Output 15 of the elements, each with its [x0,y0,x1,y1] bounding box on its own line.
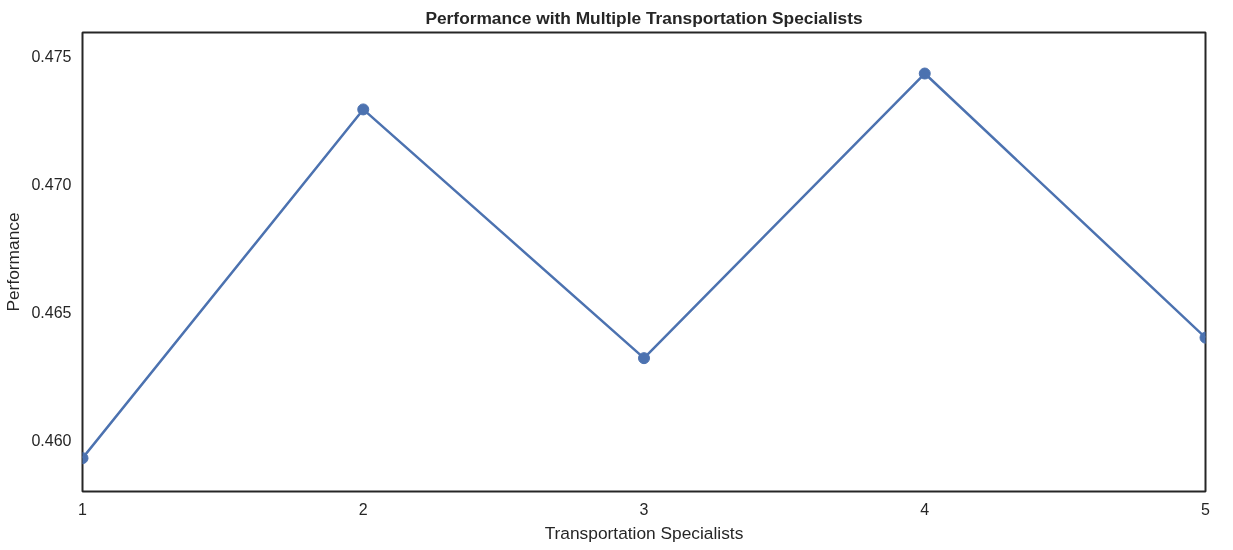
x-tick-label: 2 [358,500,368,518]
point [357,103,370,116]
x-tick-label: 5 [1201,500,1211,518]
x-tick-label: 4 [920,500,930,518]
y-tick-label: 0.460 [31,432,72,450]
chart-title: Performance with Multiple Transportation Specialists [425,7,863,28]
y-axis-title: Performance [3,212,24,312]
y-tick-label: 0.475 [31,47,72,65]
x-axis-title: Transportation Specialists [544,522,744,543]
x-tick-label: 3 [639,500,649,518]
y-tick-label: 0.465 [31,304,72,321]
point [918,67,931,80]
x-tick-label: 1 [78,500,88,518]
y-tick-label: 0.470 [31,175,72,193]
point [638,352,650,365]
